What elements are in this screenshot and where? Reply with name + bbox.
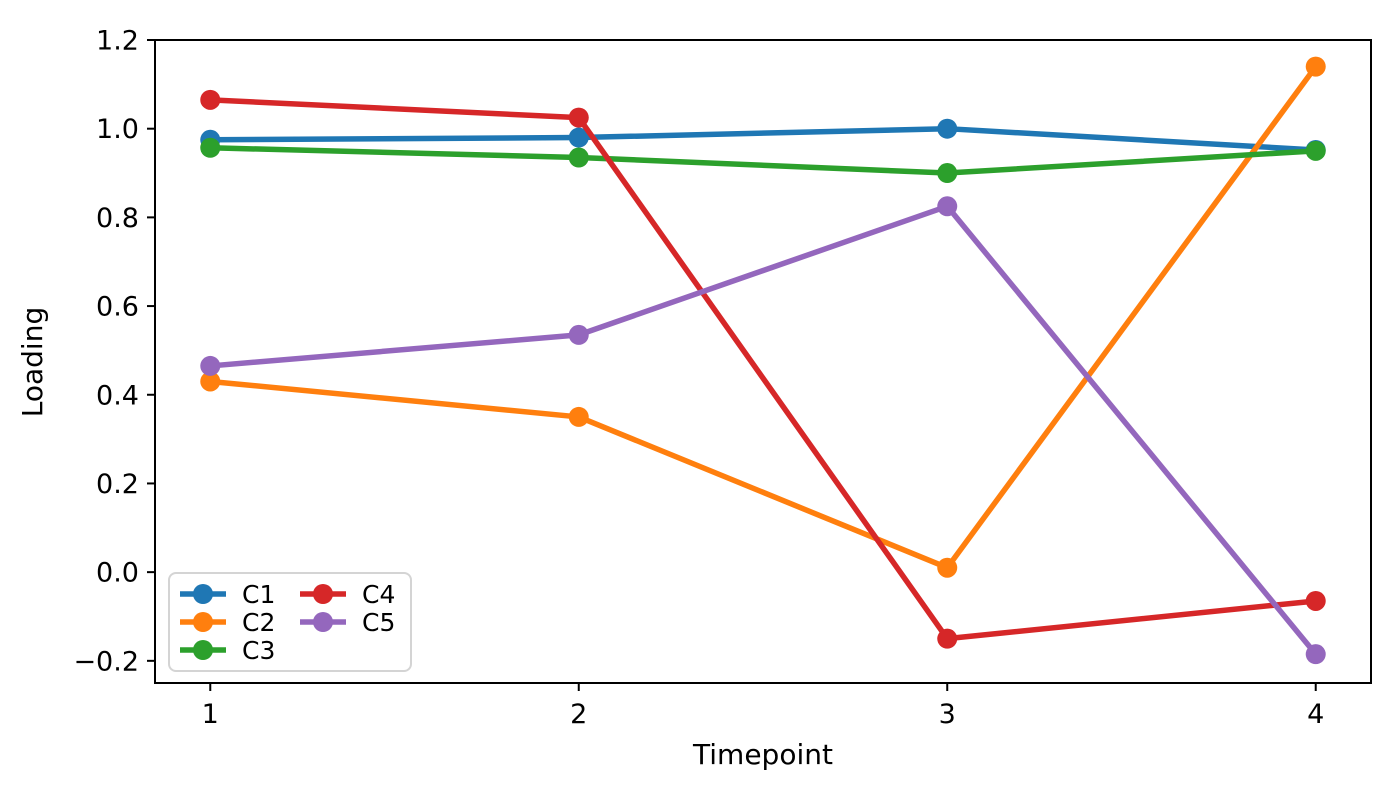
series-C5-marker [200, 355, 221, 376]
series-C2-marker [568, 406, 589, 427]
y-axis-label: Loading [16, 307, 49, 417]
legend-marker-icon [180, 612, 226, 632]
series-C2-marker [200, 371, 221, 392]
series-C2-line [207, 63, 1319, 571]
y-tick-label: 0.2 [96, 469, 139, 500]
series-C4-line [207, 97, 1319, 642]
legend-label: C5 [362, 607, 396, 637]
x-axis-label: Timepoint [692, 738, 833, 771]
x-tick-label: 1 [202, 699, 219, 730]
plot-area: 1 2 3 4 −0.2 0.0 0.2 0.4 0.6 0.8 1.0 1.2 [73, 26, 1372, 730]
series-C3-marker [937, 163, 958, 184]
series-C5-marker [568, 324, 589, 345]
series-C3-marker [200, 137, 221, 158]
series-C3-marker [568, 147, 589, 168]
y-tick-label: 0.6 [96, 292, 139, 323]
y-tick-label: 0.4 [96, 380, 139, 411]
series-C3-line [207, 145, 1319, 176]
series-C2-marker [937, 557, 958, 578]
legend-label: C1 [242, 579, 276, 609]
legend-marker-icon [300, 584, 346, 604]
series-C3-marker [1305, 140, 1326, 161]
series-C4-marker [200, 89, 221, 110]
series-C4-marker [568, 107, 589, 128]
series-C5-line [207, 203, 1319, 657]
legend-item-C5: C5 [300, 608, 400, 636]
legend-marker-icon [180, 584, 226, 604]
axes-frame [154, 39, 1372, 684]
legend-item-C2: C2 [180, 608, 280, 636]
legend-marker-icon [180, 640, 226, 660]
series-C1-line [207, 125, 1319, 153]
legend-label: C2 [242, 607, 276, 637]
legend-item-C3: C3 [180, 636, 280, 664]
y-tick-label: 1.0 [96, 114, 139, 145]
legend-label: C3 [242, 635, 276, 665]
series-C5-marker [937, 196, 958, 217]
series-C4-marker [937, 628, 958, 649]
series-C1-marker [937, 118, 958, 139]
y-tick-label: 0.8 [96, 203, 139, 234]
legend-marker-icon [300, 612, 346, 632]
legend: C1 C2 C3 C4 C5 [168, 572, 412, 672]
series-C4-marker [1305, 590, 1326, 611]
series-C2-marker [1305, 56, 1326, 77]
legend-item-C4: C4 [300, 580, 400, 608]
legend-label: C4 [362, 579, 396, 609]
legend-item-C1: C1 [180, 580, 280, 608]
y-tick-label: −0.2 [73, 646, 139, 677]
y-tick-label: 1.2 [96, 26, 139, 57]
y-tick-label: 0.0 [96, 558, 139, 589]
x-tick-label: 4 [1307, 699, 1324, 730]
x-tick-label: 3 [939, 699, 956, 730]
series-C1-marker [568, 127, 589, 148]
series-C5-marker [1305, 644, 1326, 665]
x-tick-label: 2 [570, 699, 587, 730]
